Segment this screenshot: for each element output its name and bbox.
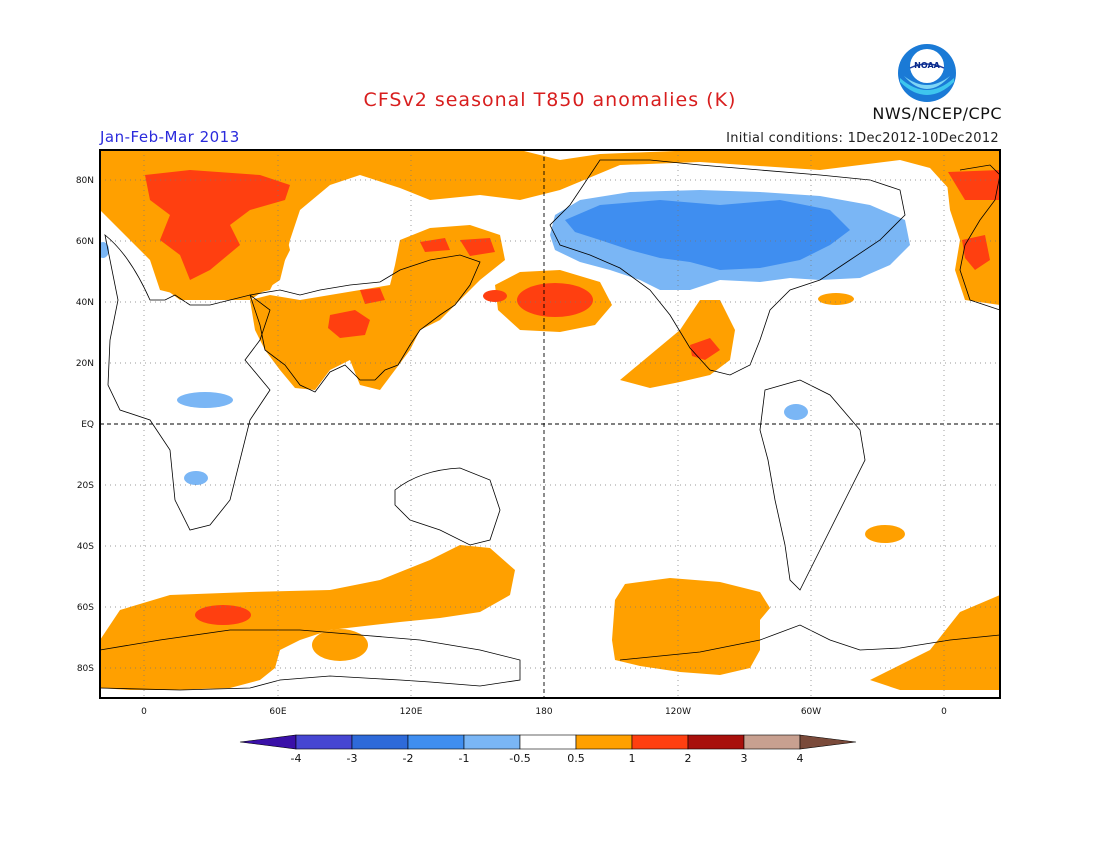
lat-label: 80S (77, 664, 94, 674)
colorbar-segment (519, 734, 577, 750)
anomaly-region-asia-hot-1 (328, 310, 370, 338)
anomaly-region-south-atl-warm (865, 525, 905, 543)
anomaly-region-namerica-cold (565, 200, 850, 270)
colorbar-label: -2 (403, 752, 414, 765)
lat-label: 40N (76, 298, 94, 308)
map-frame (99, 149, 1001, 699)
colorbar-label: -3 (347, 752, 358, 765)
anomaly-region-atlantic-cool (100, 242, 109, 258)
anomaly-region-sw-warm (870, 595, 1000, 690)
anomaly-region-asia-hot-4 (460, 238, 495, 256)
colorbar-label: 1 (629, 752, 636, 765)
colorbar-segment (575, 734, 633, 750)
lat-label: 20N (76, 359, 94, 369)
colorbar-label: -1 (459, 752, 470, 765)
lon-label: 120E (400, 707, 423, 717)
anomaly-map (100, 150, 1000, 698)
initial-conditions-label: Initial conditions: 1Dec2012-10Dec2012 (726, 131, 999, 146)
latitude-labels: 80N 60N 40N 20N EQ 20S 40S 60S 80S (76, 176, 94, 674)
colorbar-segment (295, 734, 353, 750)
anomaly-region-africa-cool (177, 392, 233, 408)
lat-label: 60S (77, 603, 94, 613)
colorbar-segment (407, 734, 465, 750)
lat-label: EQ (81, 420, 94, 430)
anomaly-region-npacific-hot (517, 283, 593, 317)
colorbar-segment (631, 734, 689, 750)
colorbar-segment (799, 734, 857, 750)
lon-label: 120W (665, 707, 691, 717)
lon-label: 60W (801, 707, 821, 717)
anomaly-region-antarctic-warm (312, 629, 368, 661)
lat-label: 80N (76, 176, 94, 186)
lon-label: 0 (141, 707, 147, 717)
colorbar-label: -0.5 (509, 752, 530, 765)
anomaly-region-npacific-hot-2 (483, 290, 507, 302)
anomaly-region-east-europe-hot-2 (962, 235, 990, 270)
agency-label: NWS/NCEP/CPC (872, 104, 1002, 123)
lon-label: 180 (535, 707, 552, 717)
colorbar-label: 2 (685, 752, 692, 765)
anomaly-region-small-warm-natl (818, 293, 854, 305)
colorbar-labels: -4 -3 -2 -1 -0.5 0.5 1 2 3 4 (291, 752, 804, 765)
anomaly-region-southern-ocean-hot (195, 605, 251, 625)
lon-label: 0 (941, 707, 947, 717)
colorbar-segment (743, 734, 801, 750)
anomaly-region-asia-hot-3 (420, 238, 450, 252)
colorbar-label: 4 (797, 752, 804, 765)
anomaly-region-mexico-hot (690, 338, 720, 360)
colorbar-label: 0.5 (567, 752, 585, 765)
anomaly-region-southern-ocean-warm (100, 545, 515, 690)
anomaly-region-asia-hot-2 (360, 288, 385, 304)
anomaly-region-pacific-southern-warm (612, 578, 770, 675)
coastlines (100, 159, 1000, 691)
colorbar-segment (463, 734, 521, 750)
equator-dateline (100, 150, 1000, 698)
svg-text:NOAA: NOAA (914, 61, 940, 70)
lat-label: 60N (76, 237, 94, 247)
anomaly-region-arctic-warm (100, 150, 1000, 300)
colorbar-segment (687, 734, 745, 750)
colorbar (239, 734, 857, 750)
anomaly-region-asia-warm (250, 225, 505, 390)
colorbar-label: -4 (291, 752, 302, 765)
anomaly-region-samerica-cool (784, 404, 808, 420)
lat-label: 40S (77, 542, 94, 552)
anomaly-region-europe-hot (145, 170, 290, 280)
noaa-logo-icon: NOAA (898, 44, 956, 102)
colorbar-label: 3 (741, 752, 748, 765)
anomaly-region-east-europe-hot (948, 170, 1000, 200)
longitude-labels: 0 60E 120E 180 120W 60W 0 (141, 707, 947, 717)
anomaly-region-africa-cool-2 (184, 471, 208, 485)
period-label: Jan-Feb-Mar 2013 (100, 128, 240, 146)
colorbar-segment (351, 734, 409, 750)
chart-title: CFSv2 seasonal T850 anomalies (K) (363, 89, 737, 111)
graticule (100, 150, 1000, 698)
colorbar-segment (239, 734, 297, 750)
lon-label: 60E (269, 707, 286, 717)
lat-label: 20S (77, 481, 94, 491)
